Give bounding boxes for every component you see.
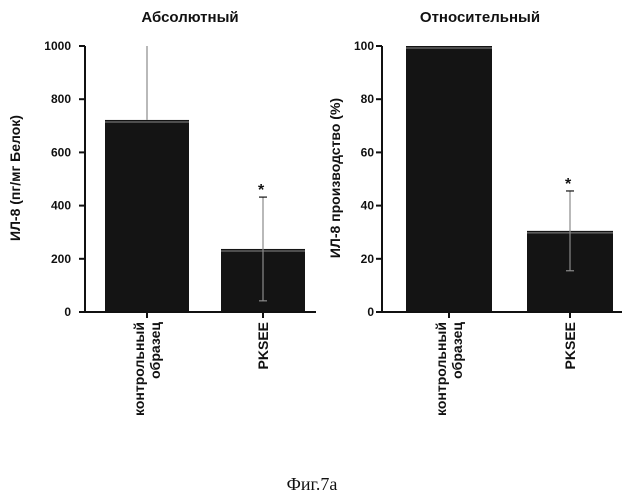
x-tick-label: PKSEE	[255, 322, 271, 369]
y-tick-label: 400	[51, 199, 71, 213]
x-tick-label: образец	[147, 322, 163, 379]
y-tick-label: 0	[64, 305, 71, 319]
bar	[406, 46, 492, 312]
y-tick-label: 800	[51, 92, 71, 106]
y-tick-label: 40	[361, 199, 375, 213]
chart-absolute: Абсолютный ИЛ-8 (пг/мг Белок) * 0 200 400 600 8…	[7, 9, 316, 416]
figure-caption: Фиг.7а	[287, 474, 338, 494]
significance-mark: *	[258, 182, 265, 199]
x-tick-label: PKSEE	[562, 322, 578, 369]
chart-relative: Относительный ИЛ-8 производство (%) * 0 20 40…	[327, 9, 622, 416]
y-tick-label: 200	[51, 252, 71, 266]
y-tick-label: 0	[367, 305, 374, 319]
significance-mark: *	[565, 176, 572, 193]
y-tick-label: 20	[361, 252, 375, 266]
chart-title: Абсолютный	[141, 9, 238, 26]
x-tick-label: контрольный	[433, 322, 449, 416]
y-tick-label: 80	[361, 92, 375, 106]
y-axis-label: ИЛ-8 производство (%)	[327, 98, 343, 258]
y-tick-label: 600	[51, 145, 71, 159]
chart-title: Относительный	[420, 9, 540, 26]
bar	[105, 120, 189, 312]
y-tick-label: 100	[354, 39, 374, 53]
y-axis-label: ИЛ-8 (пг/мг Белок)	[7, 115, 23, 241]
y-tick-label: 1000	[44, 39, 71, 53]
x-tick-label: образец	[449, 322, 465, 379]
x-tick-label: контрольный	[131, 322, 147, 416]
y-tick-label: 60	[361, 145, 375, 159]
